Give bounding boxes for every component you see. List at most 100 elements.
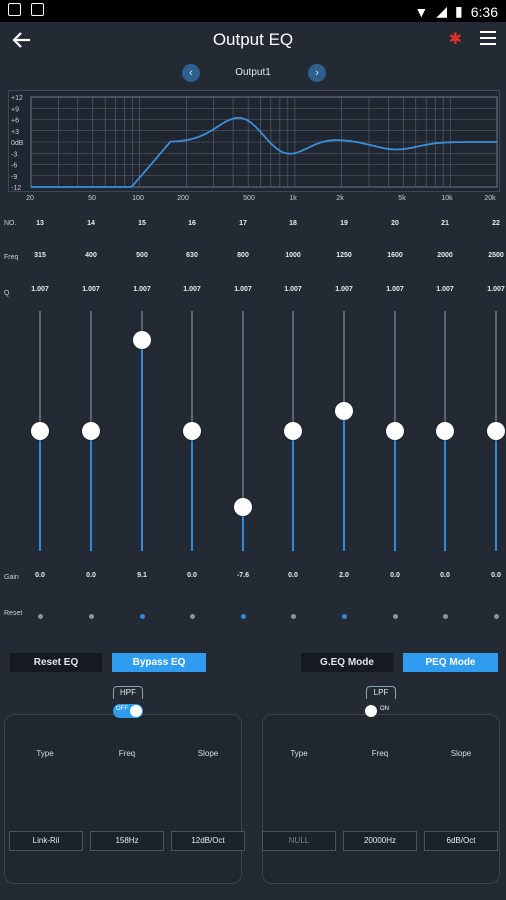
- row-label-gain: Gain: [4, 574, 19, 581]
- gain-slider-fill: [141, 340, 143, 551]
- output-label: Output1: [235, 67, 271, 78]
- gain-slider-knob[interactable]: [436, 422, 454, 440]
- band-no: 20: [391, 220, 399, 227]
- y-tick-label: -12: [11, 185, 21, 192]
- y-tick-label: +6: [11, 118, 19, 125]
- band-reset-dot[interactable]: [189, 614, 195, 619]
- next-output-button[interactable]: ›: [308, 64, 326, 82]
- band-gain[interactable]: 0.0: [35, 572, 45, 579]
- gain-slider-knob[interactable]: [133, 331, 151, 349]
- band-freq[interactable]: 1000: [285, 252, 301, 259]
- lpf-toggle[interactable]: ON: [364, 704, 394, 718]
- band-reset-dot[interactable]: [240, 614, 246, 619]
- lpf-type-field[interactable]: NULL: [262, 831, 336, 851]
- band-gain[interactable]: 0.0: [288, 572, 298, 579]
- band-freq[interactable]: 500: [136, 252, 148, 259]
- band-gain[interactable]: 0.0: [187, 572, 197, 579]
- band-reset-dot[interactable]: [139, 614, 145, 619]
- band-q[interactable]: 1.007: [487, 286, 505, 293]
- band-gain[interactable]: 0.0: [491, 572, 501, 579]
- menu-icon[interactable]: [480, 31, 496, 45]
- bluetooth-icon[interactable]: ✱: [448, 31, 462, 48]
- lpf-toggle-knob: [365, 705, 377, 717]
- band-reset-dot[interactable]: [88, 614, 94, 619]
- band-q[interactable]: 1.007: [133, 286, 151, 293]
- band-no: 13: [36, 220, 44, 227]
- band-freq[interactable]: 1250: [336, 252, 352, 259]
- gain-slider-fill: [343, 411, 345, 551]
- gain-slider-fill: [90, 431, 92, 551]
- band-freq[interactable]: 800: [237, 252, 249, 259]
- geq-mode-button[interactable]: G.EQ Mode: [301, 653, 393, 672]
- band-freq[interactable]: 1600: [387, 252, 403, 259]
- band-reset-dot[interactable]: [493, 614, 499, 619]
- hpf-freq-field[interactable]: 158Hz: [90, 831, 164, 851]
- band-reset-dot[interactable]: [392, 614, 398, 619]
- band-gain[interactable]: 2.0: [339, 572, 349, 579]
- band-no: 18: [289, 220, 297, 227]
- prev-output-button[interactable]: ‹: [182, 64, 200, 82]
- band-reset-dot[interactable]: [290, 614, 296, 619]
- band-q[interactable]: 1.007: [183, 286, 201, 293]
- eq-response-graph: +12 +9 +6 +3 0dB -3 -6 -9 -12: [8, 90, 500, 192]
- bypass-eq-button[interactable]: Bypass EQ: [112, 653, 206, 672]
- band-gain[interactable]: -7.6: [236, 572, 250, 579]
- band-freq[interactable]: 2500: [488, 252, 504, 259]
- hpf-toggle[interactable]: OFF: [113, 704, 143, 718]
- band-q[interactable]: 1.007: [436, 286, 454, 293]
- band-q[interactable]: 1.007: [82, 286, 100, 293]
- gain-slider-knob[interactable]: [234, 498, 252, 516]
- band-q[interactable]: 1.007: [386, 286, 404, 293]
- band-freq[interactable]: 400: [85, 252, 97, 259]
- lpf-freq-field[interactable]: 20000Hz: [343, 831, 417, 851]
- band-freq[interactable]: 2000: [437, 252, 453, 259]
- gain-slider-knob[interactable]: [31, 422, 49, 440]
- gain-slider-knob[interactable]: [487, 422, 505, 440]
- image-icon: [31, 3, 44, 16]
- y-tick-label: +12: [11, 95, 23, 102]
- gain-slider-fill: [191, 431, 193, 551]
- gain-slider-knob[interactable]: [82, 422, 100, 440]
- band-q[interactable]: 1.007: [335, 286, 353, 293]
- y-tick-label: -3: [11, 151, 17, 158]
- back-arrow-icon[interactable]: [10, 28, 34, 52]
- band-reset-dot[interactable]: [37, 614, 43, 619]
- reset-eq-button[interactable]: Reset EQ: [10, 653, 102, 672]
- x-tick-label: 100: [132, 195, 144, 202]
- y-tick-label: +3: [11, 129, 19, 136]
- y-tick-label: +9: [11, 106, 19, 113]
- gain-slider-fill: [292, 431, 294, 551]
- peq-mode-button[interactable]: PEQ Mode: [403, 653, 498, 672]
- gain-slider-knob[interactable]: [386, 422, 404, 440]
- band-q[interactable]: 1.007: [234, 286, 252, 293]
- gain-slider-knob[interactable]: [284, 422, 302, 440]
- y-tick-label: 0dB: [11, 140, 24, 147]
- hpf-type-field[interactable]: Link-Ril: [9, 831, 83, 851]
- x-tick-label: 5k: [398, 195, 406, 202]
- band-q[interactable]: 1.007: [284, 286, 302, 293]
- band-freq[interactable]: 315: [34, 252, 46, 259]
- band-no: 17: [239, 220, 247, 227]
- gain-slider-track[interactable]: [242, 311, 244, 551]
- band-q[interactable]: 1.007: [31, 286, 49, 293]
- hpf-freq-label: Freq: [118, 749, 136, 758]
- band-gain[interactable]: 0.0: [390, 572, 400, 579]
- hpf-tag: HPF: [113, 686, 143, 699]
- band-reset-dot[interactable]: [341, 614, 347, 619]
- lpf-slope-field[interactable]: 6dB/Oct: [424, 831, 498, 851]
- band-reset-dot[interactable]: [442, 614, 448, 619]
- band-freq[interactable]: 630: [186, 252, 198, 259]
- gain-slider-knob[interactable]: [183, 422, 201, 440]
- row-label-freq: Freq: [4, 254, 19, 261]
- band-gain[interactable]: 0.0: [86, 572, 96, 579]
- wifi-icon: ▼: [414, 3, 429, 20]
- x-tick-label: 2k: [336, 195, 344, 202]
- hpf-panel: [4, 714, 242, 884]
- gain-slider-knob[interactable]: [335, 402, 353, 420]
- hpf-toggle-label: OFF: [116, 706, 128, 712]
- hpf-type-label: Type: [36, 749, 54, 758]
- hpf-slope-field[interactable]: 12dB/Oct: [171, 831, 245, 851]
- band-gain[interactable]: 9.1: [137, 572, 147, 579]
- band-gain[interactable]: 0.0: [440, 572, 450, 579]
- lpf-toggle-label: ON: [380, 706, 389, 712]
